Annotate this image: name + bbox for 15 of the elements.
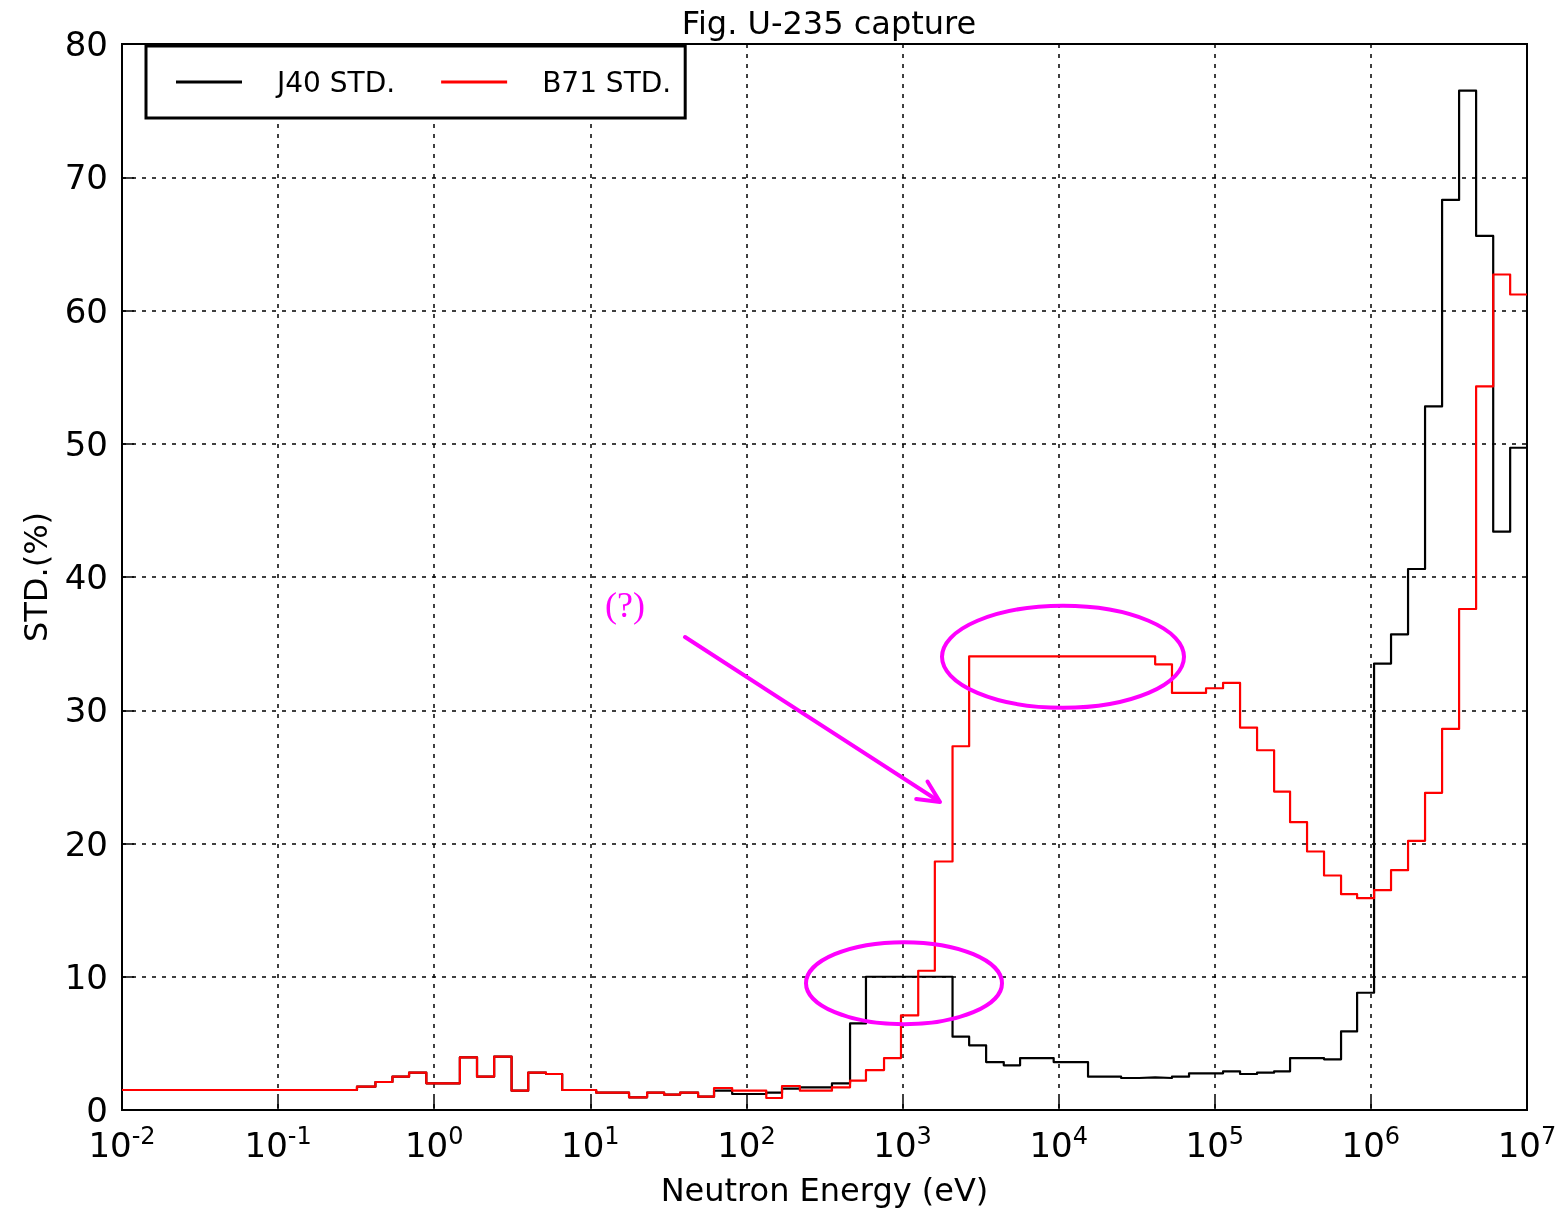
chart-title: Fig. U-235 capture [681, 4, 977, 42]
y-tick-label: 70 [64, 157, 108, 198]
y-axis-title: STD.(%) [17, 511, 55, 643]
y-tick-label: 30 [64, 690, 108, 731]
y-tick-label: 80 [64, 24, 108, 64]
legend-label: B71 STD. [542, 65, 672, 99]
y-tick-label: 40 [64, 557, 108, 597]
y-tick-label: 50 [64, 423, 108, 464]
annotation: (?) [605, 585, 645, 625]
legend-label: J40 STD. [275, 65, 396, 99]
y-tick-label: 0 [86, 1090, 108, 1130]
y-tick-label: 60 [64, 290, 108, 331]
y-tick-label: 10 [64, 956, 108, 997]
y-tick-label: 20 [64, 823, 108, 864]
x-axis-title: Neutron Energy (eV) [660, 1171, 989, 1209]
